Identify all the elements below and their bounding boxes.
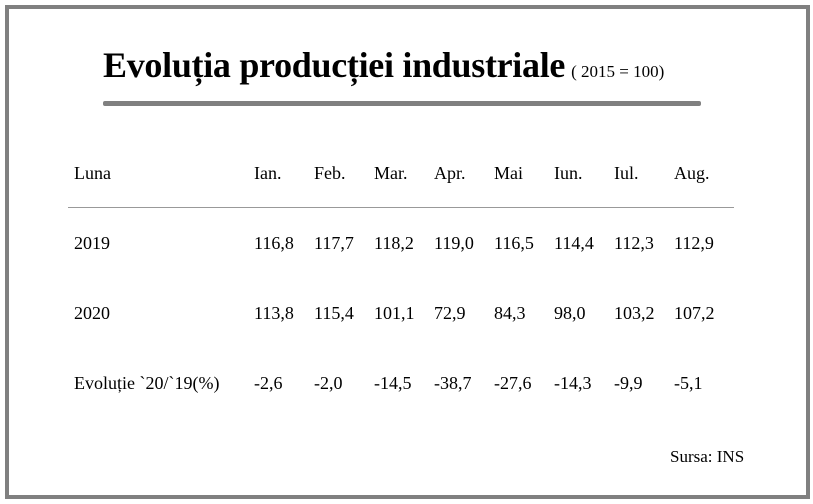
header-cell-luna: Luna: [74, 163, 111, 183]
table-row-2019: 2019 116,8 117,7 118,2 119,0 116,5 114,4…: [68, 208, 734, 278]
data-table: Luna Ian. Feb. Mar. Apr. Mai Iun. Iul. A…: [68, 140, 734, 418]
cell-2020-aug: 107,2: [674, 302, 715, 323]
cell-evol-jan: -2,6: [254, 372, 283, 393]
cell-evol-jun: -14,3: [554, 372, 592, 393]
separator-line: [68, 207, 734, 208]
title-underline: [103, 101, 701, 106]
row-label-evolution: Evoluție `20/`19(%): [74, 372, 220, 393]
cell-2020-jul: 103,2: [614, 302, 655, 323]
cell-2020-jun: 98,0: [554, 302, 586, 323]
cell-evol-may: -27,6: [494, 372, 532, 393]
header-cell-jan: Ian.: [254, 163, 282, 183]
chart-title: Evoluția producției industriale: [103, 45, 566, 85]
cell-2020-may: 84,3: [494, 302, 526, 323]
row-label-2019: 2019: [74, 232, 110, 253]
header-cell-may: Mai: [494, 163, 523, 183]
chart-subtitle: ( 2015 = 100): [571, 62, 665, 81]
cell-2019-jul: 112,3: [614, 232, 654, 253]
cell-2019-feb: 117,7: [314, 232, 354, 253]
cell-2019-jan: 116,8: [254, 232, 294, 253]
header-cell-jul: Iul.: [614, 163, 639, 183]
cell-evol-feb: -2,0: [314, 372, 343, 393]
cell-2020-mar: 101,1: [374, 302, 415, 323]
cell-evol-apr: -38,7: [434, 372, 472, 393]
cell-2019-mar: 118,2: [374, 232, 414, 253]
row-label-2020: 2020: [74, 302, 110, 323]
title-row: Evoluția producției industriale ( 2015 = …: [103, 44, 664, 86]
cell-2020-apr: 72,9: [434, 302, 466, 323]
cell-2019-aug: 112,9: [674, 232, 714, 253]
cell-2020-jan: 113,8: [254, 302, 294, 323]
header-cell-apr: Apr.: [434, 163, 466, 183]
cell-2019-apr: 119,0: [434, 232, 474, 253]
cell-evol-mar: -14,5: [374, 372, 412, 393]
chart-frame: [5, 5, 810, 499]
cell-2019-jun: 114,4: [554, 232, 594, 253]
table-row-evolution: Evoluție `20/`19(%) -2,6 -2,0 -14,5 -38,…: [68, 348, 734, 418]
header-row: Luna Ian. Feb. Mar. Apr. Mai Iun. Iul. A…: [68, 140, 734, 208]
header-separator: [68, 207, 734, 208]
header-cell-feb: Feb.: [314, 163, 346, 183]
cell-2020-feb: 115,4: [314, 302, 354, 323]
header-cell-aug: Aug.: [674, 163, 710, 183]
source-note: Sursa: INS: [670, 447, 745, 466]
cell-evol-aug: -5,1: [674, 372, 703, 393]
header-cell-mar: Mar.: [374, 163, 408, 183]
cell-2019-may: 116,5: [494, 232, 534, 253]
header-cell-jun: Iun.: [554, 163, 583, 183]
table-row-2020: 2020 113,8 115,4 101,1 72,9 84,3 98,0 10…: [68, 278, 734, 348]
cell-evol-jul: -9,9: [614, 372, 643, 393]
